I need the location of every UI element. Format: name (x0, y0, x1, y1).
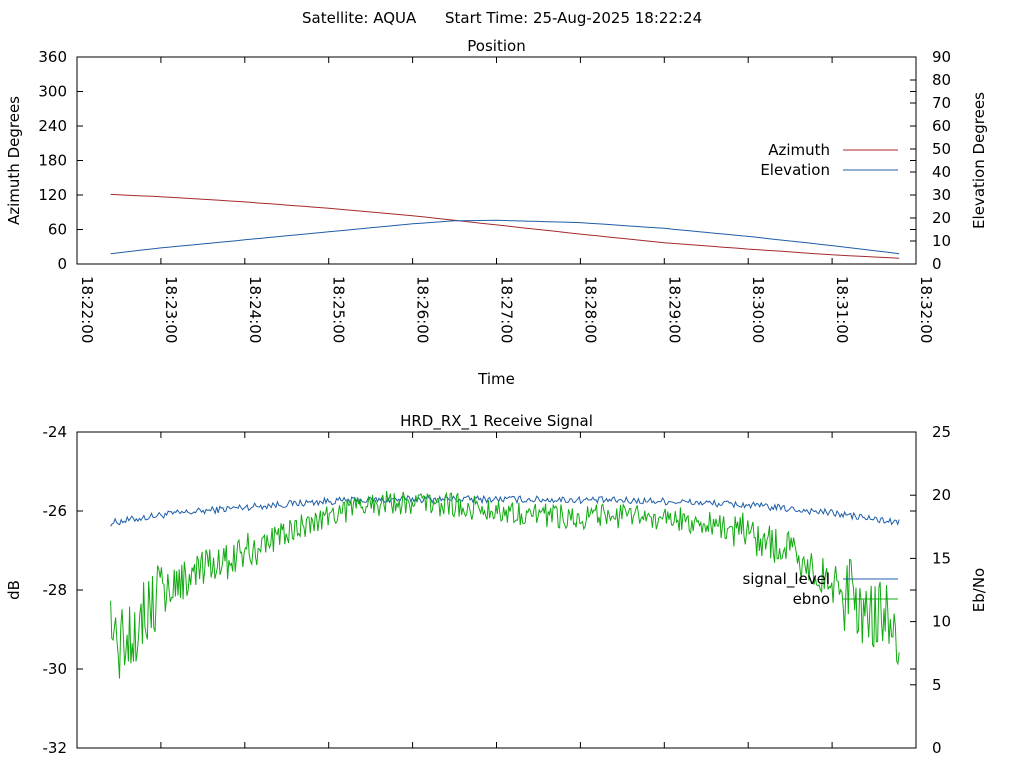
x-tick-label: 18:30:00 (749, 276, 767, 343)
x-tick-label: 18:32:00 (917, 276, 935, 343)
x-tick-label: 18:29:00 (665, 276, 683, 343)
y-tick-label: 60 (48, 221, 67, 239)
y-tick-label: -30 (43, 660, 68, 678)
x-tick-label: 18:25:00 (330, 276, 348, 343)
x-tick-label: 18:27:00 (498, 276, 516, 343)
y-tick-label: 120 (38, 186, 67, 204)
x-tick-label: 18:28:00 (581, 276, 599, 343)
x-tick-label: 18:31:00 (833, 276, 851, 343)
y2-tick-label: 80 (932, 71, 951, 89)
y2-tick-label: 50 (932, 140, 951, 158)
plot-frame-1 (76, 431, 917, 749)
y2-tick-label: 20 (932, 486, 951, 504)
y-tick-label: -24 (43, 423, 68, 441)
chart-title-0: Position (467, 37, 525, 55)
legend-label-1-0: signal_level (742, 570, 830, 589)
y-tick-label: -26 (43, 502, 68, 520)
y2-tick-label: 25 (932, 423, 951, 441)
legend-label-0-1: Elevation (760, 161, 830, 179)
y2-tick-label: 0 (932, 739, 942, 757)
y-axis-label-0: Azimuth Degrees (5, 96, 23, 225)
y2-tick-label: 60 (932, 117, 951, 135)
y2-tick-label: 5 (932, 676, 942, 694)
satellite-label: Satellite: AQUA (302, 9, 417, 27)
x-tick-label: 18:23:00 (162, 276, 180, 343)
series-line-ebno (110, 491, 900, 679)
y2-tick-label: 0 (932, 255, 942, 273)
y-tick-label: -32 (43, 739, 68, 757)
legend-label-1-1: ebno (793, 590, 830, 608)
y2-tick-label: 15 (932, 549, 951, 567)
y-axis-label-1: dB (5, 580, 23, 600)
start-time-label: Start Time: 25-Aug-2025 18:22:24 (445, 9, 702, 27)
x-tick-label: 18:26:00 (414, 276, 432, 343)
x-tick-label: 18:22:00 (78, 276, 96, 343)
chart-title-1: HRD_RX_1 Receive Signal (400, 412, 593, 431)
y-tick-label: 300 (38, 83, 67, 101)
y2-tick-label: 10 (932, 232, 951, 250)
y-tick-label: 180 (38, 152, 67, 170)
x-tick-label: 18:24:00 (246, 276, 264, 343)
series-line-elevation (110, 219, 900, 255)
series-line-azimuth (110, 193, 900, 259)
y-tick-label: 240 (38, 117, 67, 135)
y2-axis-label-0: Elevation Degrees (970, 92, 988, 229)
y2-tick-label: 20 (932, 209, 951, 227)
y2-tick-label: 10 (932, 613, 951, 631)
y2-tick-label: 40 (932, 163, 951, 181)
x-axis-label-0: Time (477, 370, 515, 388)
y2-axis-label-1: Eb/No (970, 568, 988, 612)
y-tick-label: 0 (57, 255, 67, 273)
y2-tick-label: 70 (932, 94, 951, 112)
y2-tick-label: 90 (932, 48, 951, 66)
y2-tick-label: 30 (932, 186, 951, 204)
legend-label-0-0: Azimuth (768, 141, 830, 159)
y-tick-label: -28 (43, 581, 68, 599)
series-line-signal-level (110, 494, 900, 527)
y-tick-label: 360 (38, 48, 67, 66)
